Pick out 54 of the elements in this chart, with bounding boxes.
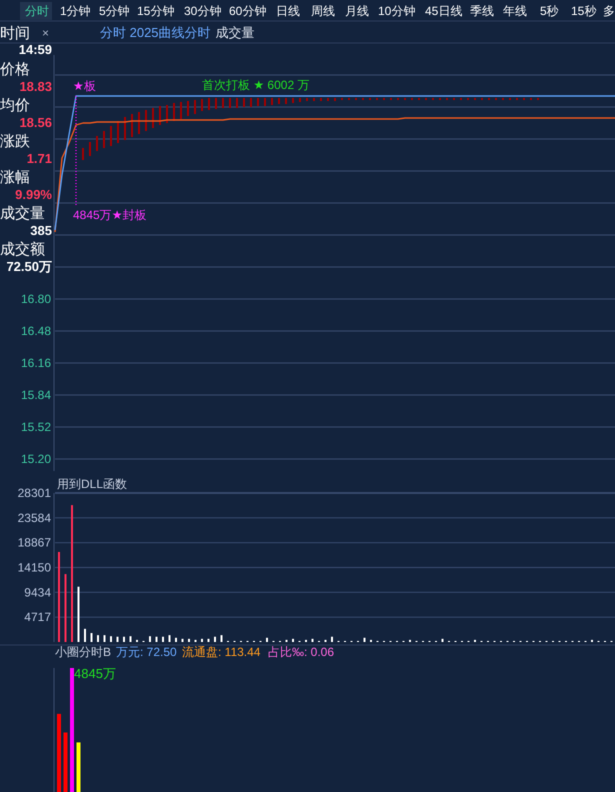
ytick: 23584 [18,510,51,525]
annotation: 1.71 [26,151,52,166]
annotation: 14:59 [18,42,52,57]
annotation: 9.99% [15,187,52,202]
ytick: 14150 [18,560,51,574]
annotation: ★板 [73,79,96,93]
ytick: 9434 [24,585,51,600]
annotation: 15秒 [571,4,596,18]
annotation: 时间 [0,25,30,42]
annotation: 1分钟 [60,4,91,18]
annotation: 涨跌 [0,133,30,150]
ytick: 15.52 [20,420,51,434]
annotation: 年线 [503,4,527,18]
annotation: 4845万★封板 [73,208,146,222]
annotation: 涨幅 [0,169,30,186]
title: 分时 2025曲线分时 [100,25,211,40]
annotation: 首次打板 ★ 6002 万 [202,78,310,92]
annotation: 月线 [345,4,369,18]
ytick: 16.48 [20,324,51,338]
annotation: 5秒 [540,4,559,18]
annotation: 分时 [25,4,49,18]
annotation: × [42,26,50,40]
annotation: 45日线 [425,4,462,18]
title: 用到DLL函数 [57,477,128,491]
annotation: 72.50万 [6,259,52,274]
subtitle: 成交量 [216,25,255,40]
ytick: 28301 [18,486,51,500]
ytick: 18867 [18,536,51,550]
annotation: 万元: 72.50 [116,645,177,659]
annotation: 60分钟 [229,4,266,18]
annotation: 多 [603,4,615,18]
annotation: 周线 [311,4,335,18]
annotation: 成交额 [0,241,45,258]
ytick: 16.16 [20,356,51,370]
ytick: 4717 [24,610,51,624]
annotation: 成交量 [0,205,45,222]
annotation: 价格 [0,61,30,78]
annotation: 15分钟 [137,4,174,18]
annotation: 4845万 [74,666,116,681]
annotation: 流通盘: 113.44 [182,645,260,659]
annotation: 季线 [470,4,494,18]
ytick: 16.80 [20,292,51,306]
ytick: 15.20 [20,452,51,466]
annotation: 5分钟 [99,4,130,18]
annotation: 18.56 [19,115,52,130]
annotation: 日线 [276,4,300,18]
annotation: 10分钟 [378,4,416,18]
ytick: 15.84 [20,388,51,402]
annotation: 18.83 [19,79,52,94]
title: 小圈分时B [55,645,112,659]
annotation: 占比‰: 0.06 [268,645,334,659]
annotation: 均价 [0,97,30,114]
annotation: 30分钟 [184,4,222,18]
annotation: 385 [30,223,52,238]
